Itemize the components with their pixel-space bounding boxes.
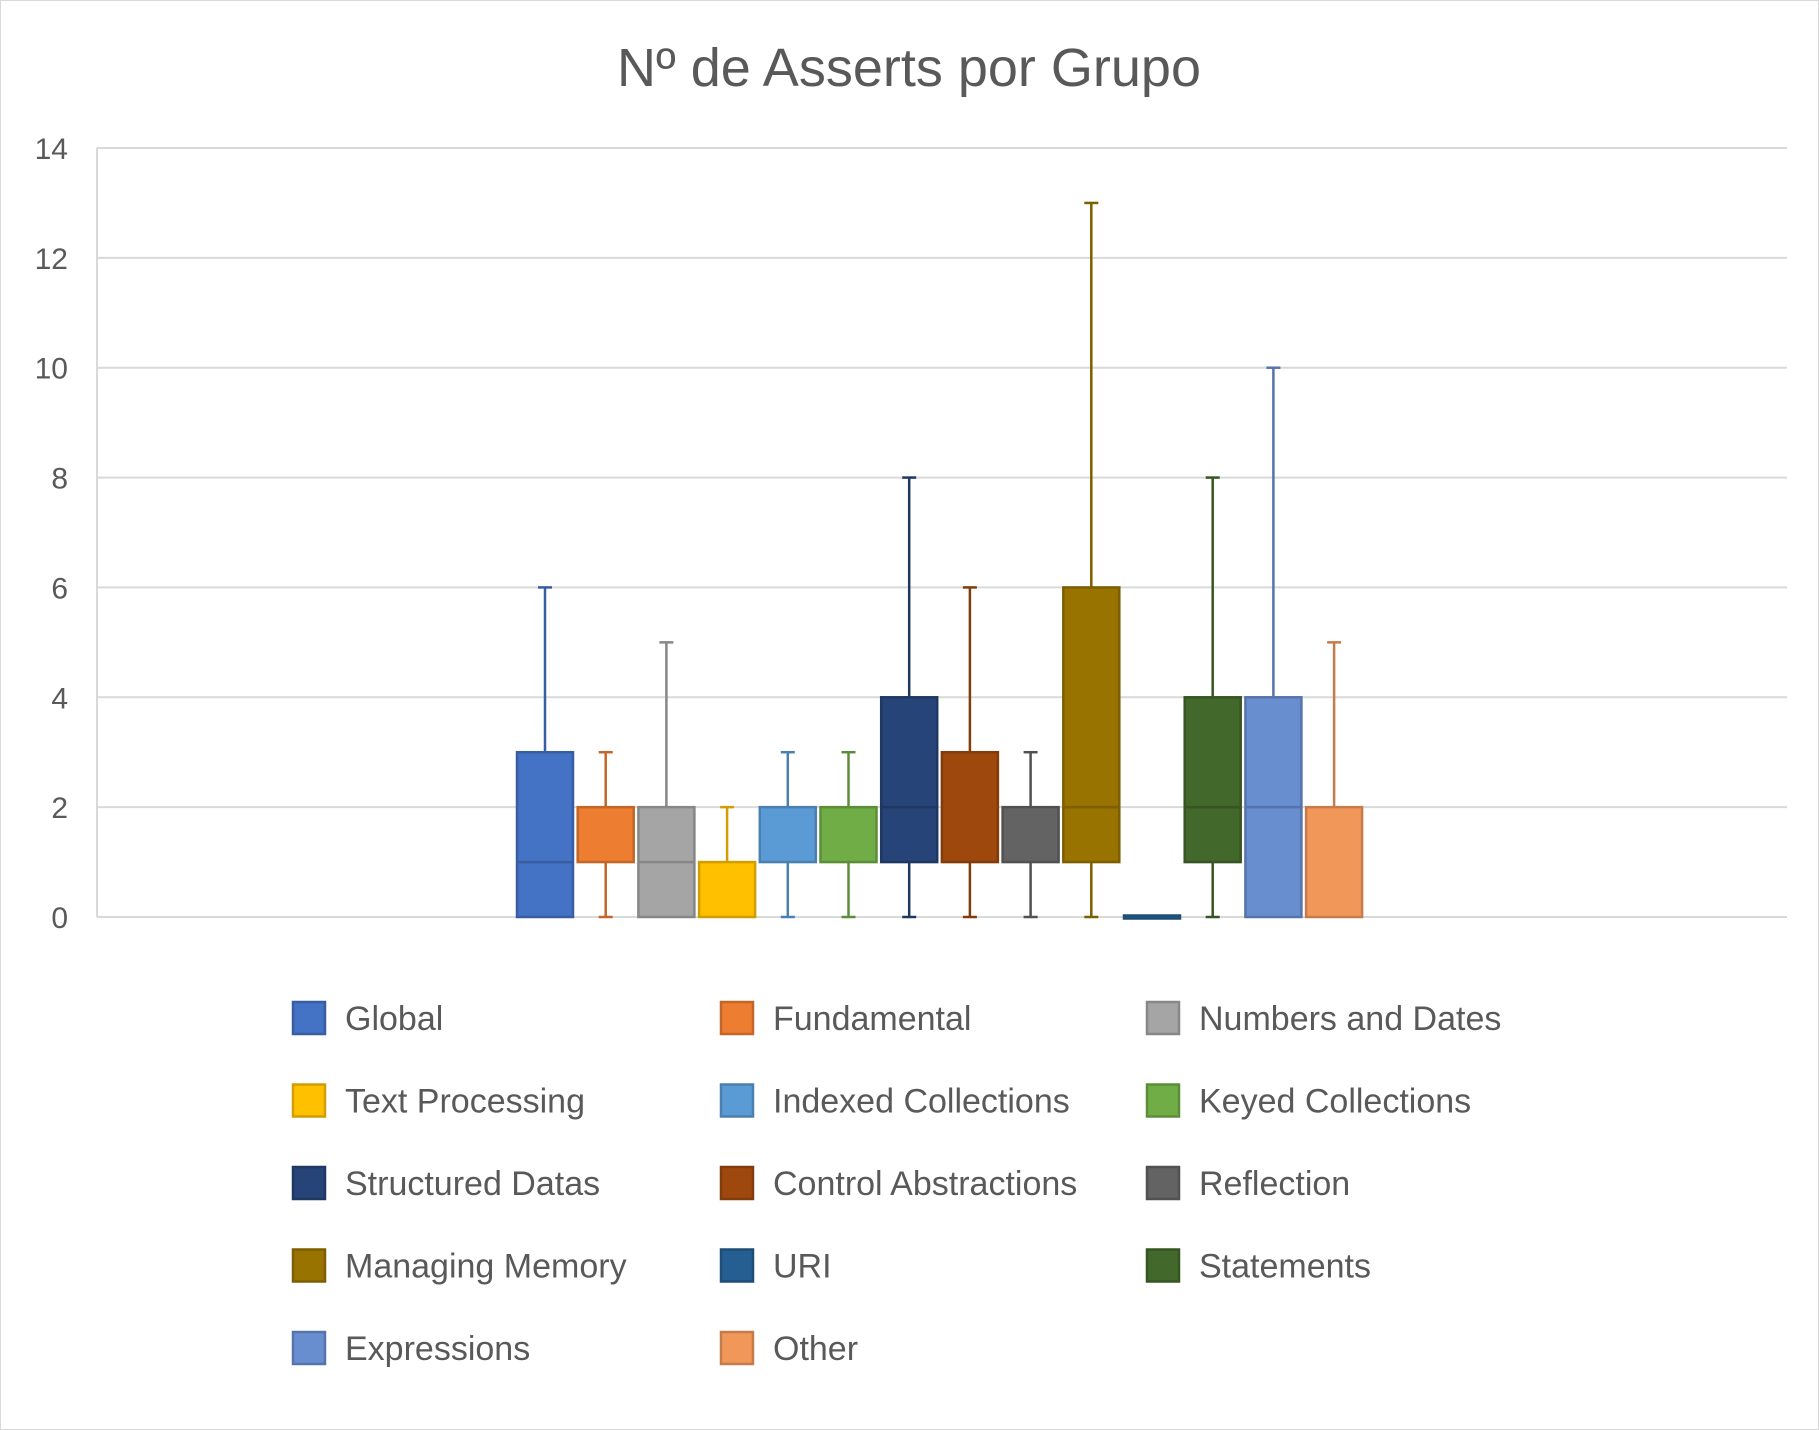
- iqr-box: [1001, 805, 1060, 864]
- box-control-abstractions: [940, 586, 1000, 919]
- legend-item: Keyed Collections: [1145, 1083, 1471, 1121]
- legend-item: Reflection: [1145, 1165, 1350, 1203]
- legend-item: Numbers and Dates: [1145, 1000, 1501, 1038]
- iqr-box: [1122, 914, 1182, 920]
- y-tick-label: 4: [51, 682, 68, 715]
- legend-item: Text Processing: [291, 1083, 585, 1121]
- y-tick-label: 12: [35, 243, 68, 276]
- y-tick-label: 10: [35, 353, 68, 386]
- iqr-box: [879, 696, 939, 864]
- iqr-box: [758, 805, 818, 864]
- y-tick-label: 0: [51, 902, 68, 935]
- legend-item: Statements: [1145, 1248, 1371, 1286]
- legend-label: Expressions: [345, 1330, 530, 1368]
- legend-label: Structured Datas: [345, 1165, 600, 1203]
- gridlines: [97, 147, 1787, 918]
- chart-title: Nº de Asserts por Grupo: [617, 38, 1201, 98]
- box-text-processing: [697, 805, 757, 919]
- y-tick-label: 6: [51, 572, 68, 605]
- box-numbers-and-dates: [637, 641, 696, 919]
- box-managing-memory: [1062, 201, 1121, 919]
- iqr-box: [1183, 696, 1242, 864]
- legend-label: Statements: [1199, 1248, 1371, 1286]
- legend-label: Fundamental: [773, 1000, 971, 1038]
- legend-label: Managing Memory: [345, 1248, 627, 1286]
- box-expressions: [1244, 366, 1303, 919]
- iqr-box: [819, 805, 878, 864]
- legend-swatch: [1145, 1165, 1181, 1201]
- legend-label: Keyed Collections: [1199, 1083, 1471, 1121]
- legend-swatch: [719, 1330, 755, 1366]
- legend-label: Global: [345, 1000, 443, 1038]
- box-indexed-collections: [758, 750, 818, 919]
- legend-label: Other: [773, 1330, 858, 1368]
- legend-swatch: [291, 1083, 327, 1118]
- legend-swatch: [1145, 1248, 1181, 1283]
- box-statements: [1183, 476, 1242, 919]
- iqr-box: [1304, 805, 1364, 919]
- plot-area: [515, 201, 1364, 920]
- iqr-box: [576, 805, 635, 864]
- iqr-box: [515, 750, 575, 919]
- legend-swatch: [291, 1000, 327, 1036]
- legend-item: URI: [719, 1248, 832, 1286]
- box-other: [1304, 641, 1364, 919]
- y-axis: 0 2 4 6 8 10 12 14: [35, 133, 98, 935]
- legend-swatch: [291, 1248, 327, 1283]
- legend-label: Indexed Collections: [773, 1083, 1070, 1121]
- legend: Global Fundamental Numbers and Dates Text P…: [291, 1000, 1501, 1368]
- legend-swatch: [291, 1330, 327, 1366]
- legend-label: Numbers and Dates: [1199, 1000, 1501, 1038]
- legend-label: URI: [773, 1248, 832, 1286]
- box-structured-datas: [879, 476, 939, 919]
- legend-item: Other: [719, 1330, 858, 1368]
- box-reflection: [1001, 750, 1060, 919]
- legend-item: Control Abstractions: [719, 1165, 1077, 1203]
- legend-swatch: [291, 1165, 327, 1201]
- legend-swatch: [719, 1248, 755, 1283]
- legend-swatch: [1145, 1000, 1181, 1036]
- y-tick-label: 8: [51, 463, 68, 496]
- iqr-box: [940, 750, 1000, 864]
- legend-label: Control Abstractions: [773, 1165, 1077, 1203]
- legend-swatch: [719, 1165, 755, 1201]
- legend-item: Managing Memory: [291, 1248, 627, 1286]
- y-tick-label: 2: [51, 792, 68, 825]
- iqr-box: [1062, 586, 1121, 864]
- box-fundamental: [576, 750, 635, 919]
- box-keyed-collections: [819, 750, 878, 919]
- legend-item: Expressions: [291, 1330, 530, 1368]
- box-uri: [1122, 914, 1182, 920]
- y-tick-label: 14: [35, 133, 68, 166]
- legend-label: Reflection: [1199, 1165, 1350, 1203]
- legend-item: Global: [291, 1000, 443, 1038]
- legend-swatch: [719, 1083, 755, 1118]
- legend-swatch: [719, 1000, 755, 1036]
- iqr-box: [697, 860, 757, 919]
- legend-item: Fundamental: [719, 1000, 971, 1038]
- legend-swatch: [1145, 1083, 1181, 1118]
- box-global: [515, 586, 575, 919]
- legend-item: Indexed Collections: [719, 1083, 1070, 1121]
- legend-label: Text Processing: [345, 1083, 585, 1121]
- legend-item: Structured Datas: [291, 1165, 600, 1203]
